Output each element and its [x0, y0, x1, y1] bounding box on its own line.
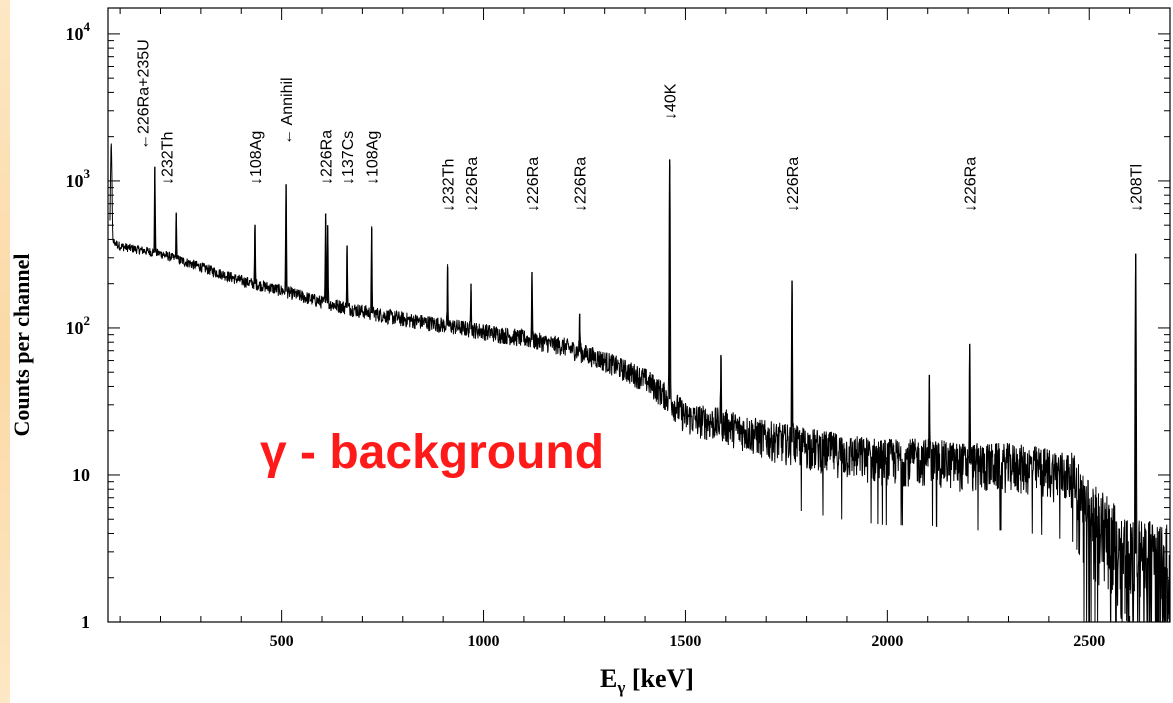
x-tick-label: 500 — [270, 633, 294, 650]
left-decor-band — [0, 0, 10, 703]
isotope-label: ↓226Ra — [573, 157, 590, 212]
x-axis-label-unit: [keV] — [625, 664, 694, 693]
y-tick-label: 104 — [66, 19, 91, 44]
isotope-label: ↓226Ra — [319, 130, 336, 185]
isotope-label: ↓108Ag — [365, 131, 382, 185]
isotope-label: ↓226Ra — [963, 157, 980, 212]
isotope-label: ↓108Ag — [248, 131, 265, 185]
isotope-label: ↓226Ra — [785, 157, 802, 212]
plot-frame — [107, 7, 1171, 623]
y-tick-label: 103 — [66, 166, 91, 191]
isotope-label: ↓208Tl — [1129, 164, 1146, 212]
x-tick-label: 2500 — [1073, 633, 1105, 650]
isotope-label: ↓40K — [663, 83, 680, 120]
y-tick-label: 102 — [66, 313, 91, 338]
y-tick-label: 10 — [72, 465, 90, 485]
x-tick-label: 2000 — [871, 633, 903, 650]
isotope-label: ←226Ra+235U — [135, 39, 152, 150]
background-overlay-label: γ - background — [260, 426, 605, 479]
isotope-label: ↓232Th — [160, 132, 177, 185]
isotope-label: ↓232Th — [441, 159, 458, 212]
y-axis-label: Counts per channel — [9, 253, 34, 437]
isotope-label: ↓137Cs — [340, 131, 357, 185]
isotope-label: ← Annihil — [279, 77, 296, 145]
y-tick-label: 1 — [81, 612, 90, 632]
x-axis-label-main: E — [600, 664, 618, 693]
isotope-label: ↓226Ra — [464, 157, 481, 212]
x-tick-label: 1000 — [468, 633, 500, 650]
x-axis-label: Eγ [keV] — [600, 664, 694, 698]
isotope-label: ↓226Ra — [525, 157, 542, 212]
x-tick-label: 1500 — [669, 633, 701, 650]
x-axis-label-sub: γ — [617, 678, 626, 698]
spectrum-trace — [109, 143, 1171, 623]
